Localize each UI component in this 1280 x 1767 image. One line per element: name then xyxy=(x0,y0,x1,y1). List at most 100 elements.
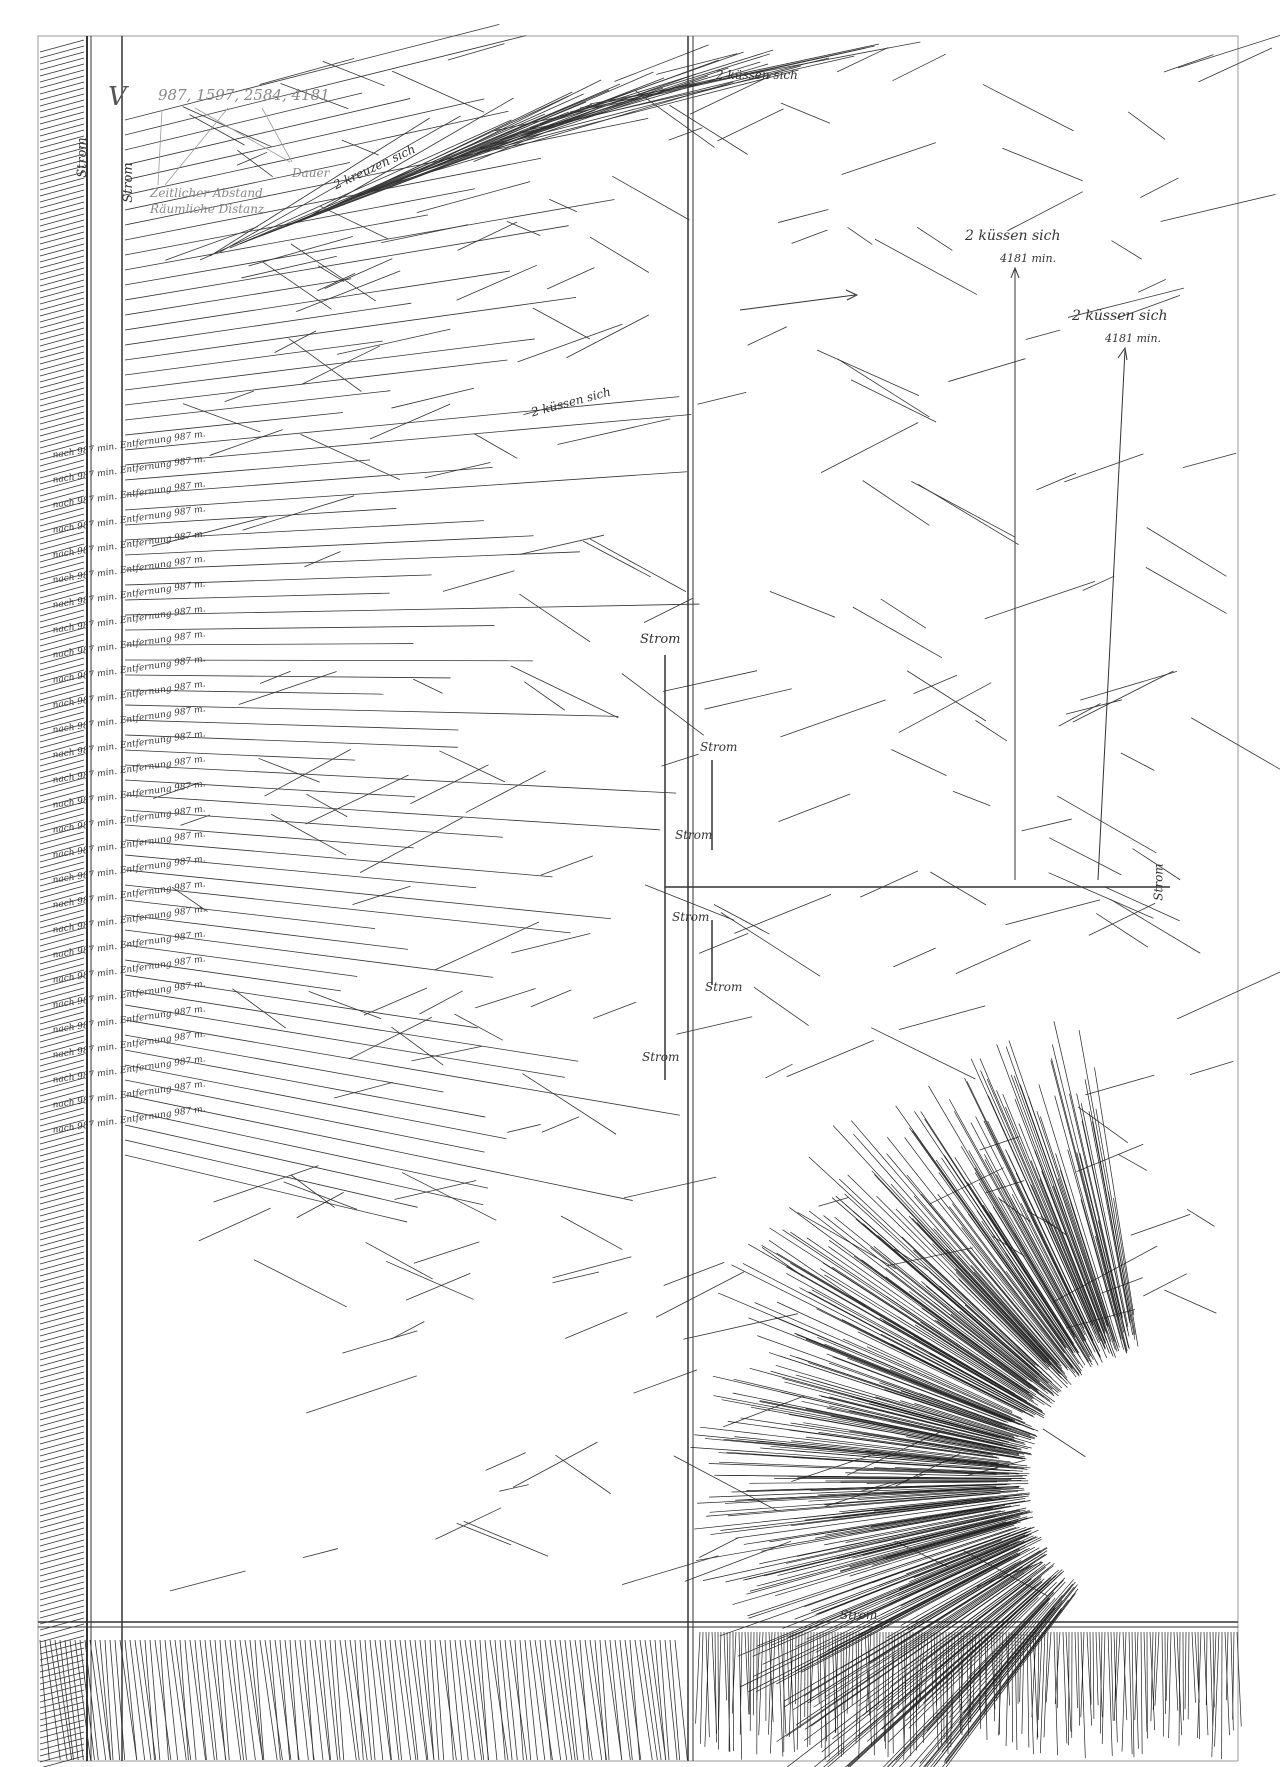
stroke-line xyxy=(435,1507,502,1540)
hatch-line xyxy=(39,1623,85,1637)
fan-line xyxy=(759,1507,1027,1565)
fan-line xyxy=(781,1391,1005,1445)
hatch-line xyxy=(39,1431,85,1445)
fan-line xyxy=(845,1510,1006,1543)
ray-line xyxy=(124,188,475,256)
stroke-line xyxy=(661,753,699,767)
hatch-line xyxy=(39,129,85,143)
fan-line xyxy=(1173,1631,1179,1711)
hatch-line xyxy=(554,1639,573,1761)
hatch-line xyxy=(279,1639,290,1761)
ray-line xyxy=(124,520,484,541)
fan-line xyxy=(950,1631,953,1748)
hatch-line xyxy=(39,1407,85,1421)
hatch-line xyxy=(39,165,85,179)
fan-line xyxy=(749,1631,752,1731)
fan-line xyxy=(789,1631,795,1753)
hatch-line xyxy=(244,1639,264,1761)
stroke-line xyxy=(296,270,401,313)
hatch-line xyxy=(39,339,85,353)
hatch-line xyxy=(39,1017,85,1031)
fan-line xyxy=(966,1081,1101,1358)
hatch-line xyxy=(39,189,85,203)
hatch-line xyxy=(39,1473,85,1487)
fan-line xyxy=(761,1504,1021,1552)
fan-line xyxy=(939,1286,1060,1392)
hatch-line xyxy=(39,1131,85,1145)
fan-line xyxy=(789,1207,1032,1386)
fan-line xyxy=(839,1509,1021,1550)
ray-line xyxy=(124,340,383,376)
fan-line xyxy=(808,1487,1024,1502)
stroke-line xyxy=(555,1454,611,1495)
hatch-line xyxy=(59,1639,74,1761)
fan-line xyxy=(806,1540,1025,1640)
fan-line xyxy=(856,1397,1017,1442)
dense-fan xyxy=(690,1021,1242,1767)
hatch-line xyxy=(39,1527,85,1541)
hatch-line xyxy=(39,183,85,197)
fan-line xyxy=(1134,1631,1139,1720)
hatch-line xyxy=(39,375,85,389)
hatch-line xyxy=(39,1599,85,1613)
fan-line xyxy=(979,1058,1101,1342)
fan-line xyxy=(920,1111,1081,1358)
fan-line xyxy=(1041,1170,1107,1341)
stroke-line xyxy=(1137,278,1167,293)
hatch-line xyxy=(39,1449,85,1463)
stroke-line xyxy=(248,236,353,267)
ray-line xyxy=(309,97,514,217)
legend-temporal: Zeitlicher Abstand xyxy=(150,186,263,200)
stroke-line xyxy=(589,236,650,273)
hatch-line xyxy=(504,1639,518,1761)
fan-line xyxy=(885,1517,1030,1560)
fan-line xyxy=(851,1631,854,1705)
hatch-line xyxy=(574,1639,593,1761)
fan-line xyxy=(847,1357,1012,1423)
hatch-line xyxy=(129,1639,146,1761)
fan-line xyxy=(1098,1631,1103,1718)
fan-line xyxy=(783,1566,1016,1708)
stroke-line xyxy=(860,1482,892,1492)
hatch-line xyxy=(364,1639,376,1761)
stroke-line xyxy=(369,403,451,440)
fan-line xyxy=(819,1548,1028,1658)
fan-line xyxy=(973,1271,1066,1374)
hatch-line xyxy=(39,1065,85,1079)
fan-line xyxy=(936,1631,938,1706)
fan-line xyxy=(850,1295,1016,1395)
fan-line xyxy=(923,1580,1036,1672)
fan-line xyxy=(853,1417,1031,1455)
hatch-line xyxy=(39,1161,85,1175)
fan-line xyxy=(912,1631,915,1750)
ray-line xyxy=(439,71,654,165)
stroke-line xyxy=(519,593,591,643)
fan-line xyxy=(943,1599,1069,1763)
hatch-line xyxy=(39,81,85,95)
hatch-line xyxy=(294,1639,309,1761)
ray-line xyxy=(124,414,692,466)
ray-line xyxy=(419,75,708,173)
fan-line xyxy=(815,1531,1027,1615)
hatch-line xyxy=(39,891,85,905)
stroke-line xyxy=(893,947,936,968)
fan-line xyxy=(824,1631,827,1760)
stroke-line xyxy=(984,580,1096,620)
hatch-line xyxy=(39,1041,85,1055)
fan-line xyxy=(975,1116,1096,1353)
current-label-right: Strom xyxy=(1151,863,1166,901)
hatch-line xyxy=(39,741,85,755)
stroke-line xyxy=(1080,671,1178,701)
fan-line xyxy=(1131,1631,1135,1758)
fan-line xyxy=(787,1535,1029,1638)
ray-line xyxy=(124,1049,486,1118)
stroke-line xyxy=(565,1312,628,1339)
hatch-line xyxy=(39,1179,85,1193)
hatch-line xyxy=(104,1639,114,1761)
fan-line xyxy=(776,1554,1021,1685)
kiss-label-1: 2 küssen sich xyxy=(965,228,1061,244)
hatch-line xyxy=(39,405,85,419)
hatch-line xyxy=(39,429,85,443)
fan-line xyxy=(997,1268,1080,1375)
fan-line xyxy=(805,1436,1011,1463)
